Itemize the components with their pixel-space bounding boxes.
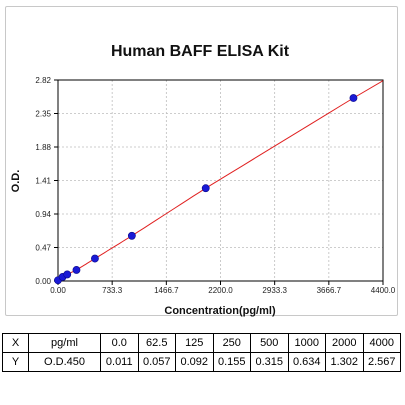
y-tick-label: 0.94 (35, 210, 51, 219)
row-unit-cell: O.D.450 (28, 352, 101, 372)
table-cell: 62.5 (137, 333, 176, 353)
y-axis-label: O.D. (10, 170, 22, 193)
table-cell: 0.0 (100, 333, 139, 353)
data-point (63, 270, 72, 279)
data-points (54, 94, 358, 285)
x-axis-label: Concentration(pg/ml) (164, 305, 276, 317)
table-cell: 0.634 (287, 352, 326, 372)
table-cell: 2.567 (362, 352, 401, 372)
table-cell: 0.011 (100, 352, 139, 372)
x-tick-label: 3666.7 (317, 286, 342, 295)
row-unit-cell: pg/ml (28, 333, 101, 353)
table-cell: 0.092 (175, 352, 214, 372)
data-point (201, 184, 210, 193)
y-tick-label: 0.00 (35, 277, 51, 286)
y-tick-label: 0.47 (35, 244, 51, 253)
elisa-standard-curve-chart: Human BAFF ELISA Kit 0.00 733.3 1466.7 2200… (10, 43, 396, 317)
data-point (91, 254, 99, 263)
x-tick-label: 1466.7 (154, 286, 179, 295)
table-cell: 0.315 (250, 352, 289, 372)
x-tick-label: 0.00 (50, 286, 66, 295)
table-cell: 0.155 (212, 352, 251, 372)
y-tick-label: 2.35 (35, 110, 51, 119)
table-cell: 2000 (325, 333, 364, 353)
table-cell: 4000 (362, 333, 401, 353)
data-point (349, 94, 358, 102)
table-cell: 250 (212, 333, 251, 353)
x-tick-label: 733.3 (102, 286, 123, 295)
data-point (72, 266, 81, 274)
row-header: Y (2, 352, 29, 372)
data-point (127, 231, 136, 240)
chart-title: Human BAFF ELISA Kit (111, 43, 290, 60)
chart-frame (5, 6, 398, 316)
table-row: Y O.D.450 0.011 0.057 0.092 0.155 0.315 0.634 1.… (2, 352, 401, 372)
table-cell: 1000 (287, 333, 326, 353)
y-tick-label: 2.82 (35, 76, 51, 85)
y-tick-label: 1.41 (35, 177, 51, 186)
row-header: X (2, 333, 29, 353)
table-cell: 125 (175, 333, 214, 353)
y-tick-label: 1.88 (35, 143, 51, 152)
table-cell: 0.057 (137, 352, 176, 372)
table-cell: 500 (250, 333, 289, 353)
x-tick-label: 4400.0 (371, 286, 396, 295)
x-tick-label: 2933.3 (262, 286, 287, 295)
table-cell: 1.302 (325, 352, 364, 372)
x-tick-label: 2200.0 (208, 286, 233, 295)
axis-ticks: 0.00 733.3 1466.7 2200.0 2933.3 3666.7 4400.0 0… (35, 76, 395, 295)
